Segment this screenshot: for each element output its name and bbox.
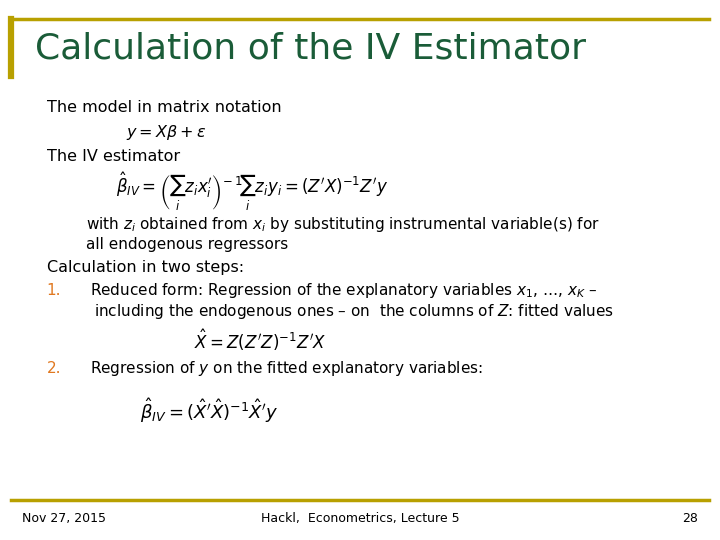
Text: including the endogenous ones – on  the columns of $Z$: fitted values: including the endogenous ones – on the c… — [94, 301, 613, 321]
Text: Calculation of the IV Estimator: Calculation of the IV Estimator — [35, 32, 585, 65]
Text: $\hat{X} = Z(Z'Z)^{-1}Z'X$: $\hat{X} = Z(Z'Z)^{-1}Z'X$ — [194, 327, 327, 353]
Text: 28: 28 — [683, 512, 698, 525]
Text: Reduced form: Regression of the explanatory variables $x_1$, …, $x_K$ –: Reduced form: Regression of the explanat… — [90, 281, 598, 300]
Text: The IV estimator: The IV estimator — [47, 149, 180, 164]
Text: all endogenous regressors: all endogenous regressors — [86, 237, 289, 252]
Text: $\hat{\beta}_{IV} = \left(\sum_i z_i x_i'\right)^{\!-1}\!\sum_i z_i y_i = (Z'X)^: $\hat{\beta}_{IV} = \left(\sum_i z_i x_i… — [116, 171, 388, 213]
Text: with $z_i$ obtained from $x_i$ by substituting instrumental variable(s) for: with $z_i$ obtained from $x_i$ by substi… — [86, 214, 600, 234]
Text: 1.: 1. — [47, 283, 61, 298]
Text: $\hat{\beta}_{IV} = (\hat{X}'\hat{X})^{-1} \hat{X}'y$: $\hat{\beta}_{IV} = (\hat{X}'\hat{X})^{-… — [140, 396, 279, 425]
Text: Nov 27, 2015: Nov 27, 2015 — [22, 512, 106, 525]
Text: Calculation in two steps:: Calculation in two steps: — [47, 260, 244, 275]
Text: $y = X\beta + \varepsilon$: $y = X\beta + \varepsilon$ — [126, 123, 207, 142]
Text: Regression of $y$ on the fitted explanatory variables:: Regression of $y$ on the fitted explanat… — [90, 359, 483, 378]
Text: Hackl,  Econometrics, Lecture 5: Hackl, Econometrics, Lecture 5 — [261, 512, 459, 525]
Text: The model in matrix notation: The model in matrix notation — [47, 100, 282, 116]
Text: 2.: 2. — [47, 361, 61, 376]
